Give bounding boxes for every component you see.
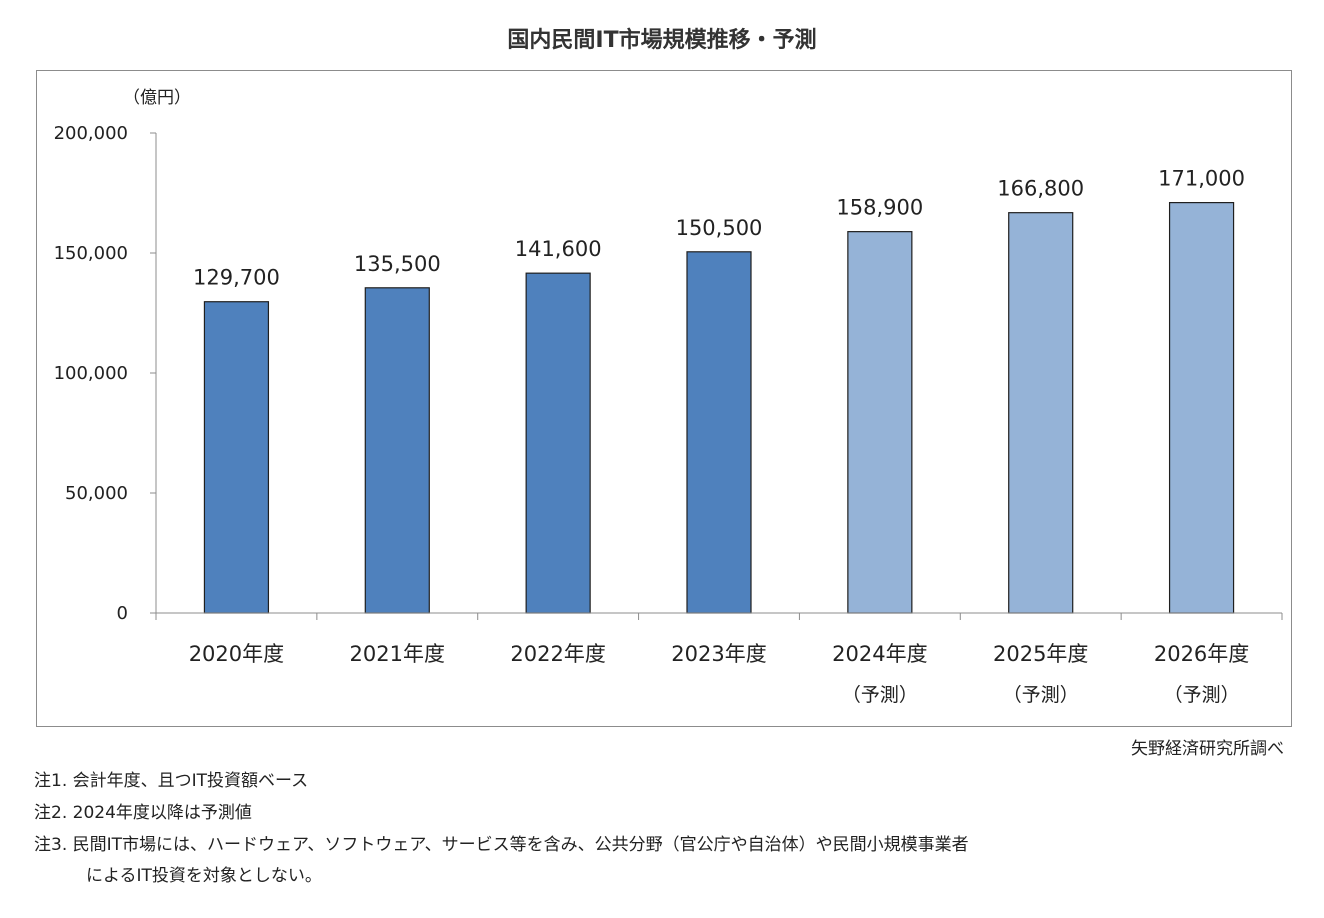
- bar-value-label: 158,900: [836, 196, 923, 220]
- bar-value-label: 135,500: [354, 252, 441, 276]
- bar-value-label: 150,500: [676, 216, 763, 240]
- y-tick-label: 100,000: [54, 363, 128, 384]
- bar-value-label: 171,000: [1158, 167, 1245, 191]
- bar-value-label: 166,800: [997, 177, 1084, 201]
- bar: [1008, 212, 1074, 614]
- x-category-label: 2025年度: [993, 642, 1088, 666]
- y-tick-label: 0: [117, 603, 128, 624]
- bar-chart: （億円） 0 50,000 100,000 150,000 200,000 129,700 1…: [54, 88, 1283, 706]
- x-category-label: 2023年度: [671, 642, 766, 666]
- x-category-label: 2022年度: [510, 642, 605, 666]
- bar: [364, 287, 430, 614]
- bar-value-label: 141,600: [515, 237, 602, 261]
- y-tick-label: 50,000: [65, 483, 128, 504]
- x-category-label: 2020年度: [189, 642, 284, 666]
- x-category-sublabel: （予測）: [1003, 684, 1079, 706]
- x-category-label: 2021年度: [350, 642, 445, 666]
- note-3: 注3. 民間IT市場には、ハードウェア、ソフトウェア、サービス等を含み、公共分野…: [34, 835, 969, 855]
- y-tick-label: 150,000: [54, 243, 128, 264]
- y-axis-unit-label: （億円）: [123, 88, 191, 108]
- bar: [1168, 202, 1235, 614]
- source-credit: 矢野経済研究所調べ: [1131, 739, 1284, 759]
- bar-value-label: 129,700: [193, 266, 280, 290]
- note-1: 注1. 会計年度、且つIT投資額ベース: [34, 771, 309, 791]
- bar: [847, 231, 913, 614]
- bar: [686, 251, 752, 614]
- y-tick-label: 200,000: [54, 123, 128, 144]
- note-3-continued: によるIT投資を対象としない。: [86, 866, 322, 886]
- x-category-sublabel: （予測）: [842, 684, 918, 706]
- bar: [525, 272, 591, 614]
- x-category-label: 2024年度: [832, 642, 927, 666]
- chart-title: 国内民間IT市場規模推移・予測: [507, 28, 817, 53]
- x-category-sublabel: （予測）: [1164, 684, 1240, 706]
- x-category-label: 2026年度: [1154, 642, 1249, 666]
- bar: [203, 301, 270, 614]
- note-2: 注2. 2024年度以降は予測値: [34, 803, 252, 823]
